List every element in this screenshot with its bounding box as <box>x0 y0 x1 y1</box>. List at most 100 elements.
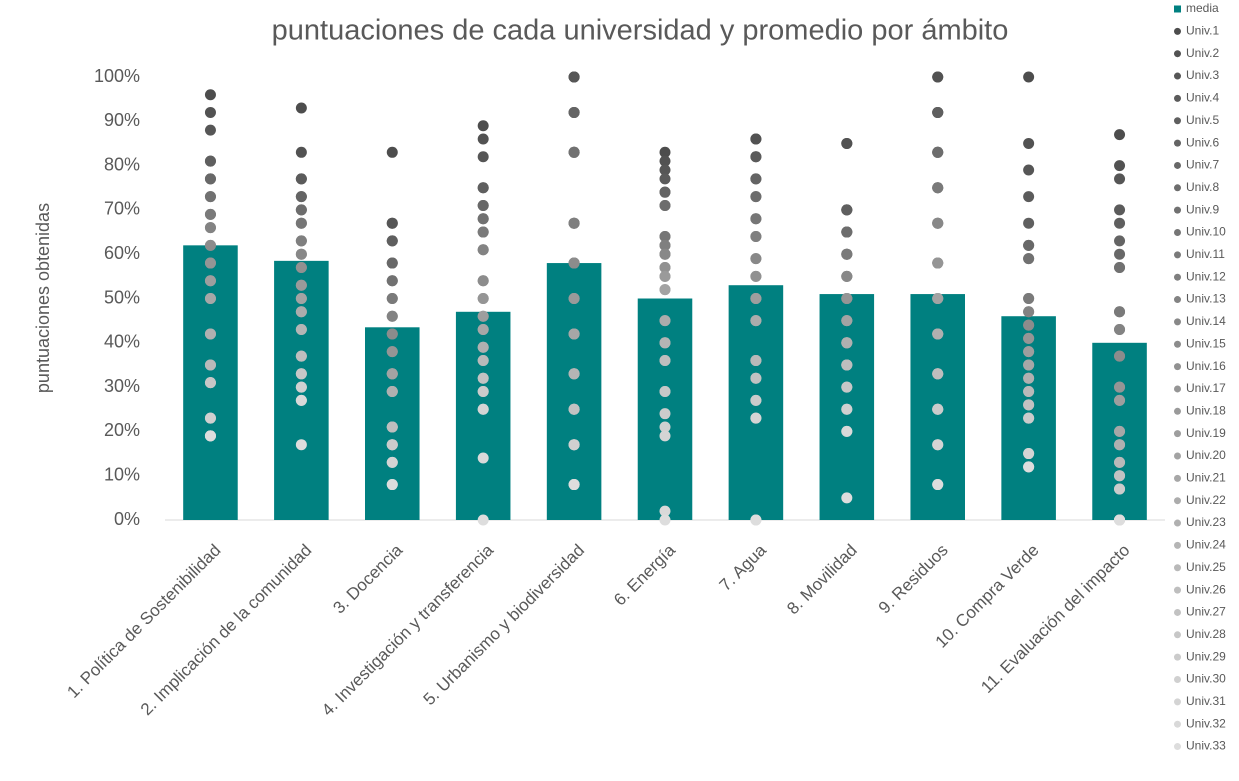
point <box>295 204 307 216</box>
point <box>477 133 489 145</box>
legend-label: media <box>1186 1 1219 15</box>
y-tick-label: 20% <box>104 420 140 440</box>
point <box>932 257 944 269</box>
point <box>204 191 216 203</box>
legend-swatch <box>1174 27 1181 35</box>
legend-swatch <box>1174 430 1181 438</box>
point <box>204 257 216 269</box>
point <box>477 213 489 225</box>
point <box>1023 293 1035 304</box>
point <box>295 439 307 451</box>
point <box>477 226 489 238</box>
point <box>1114 456 1126 468</box>
point <box>750 230 762 242</box>
y-tick-label: 100% <box>94 66 140 86</box>
legend-swatch <box>1174 631 1181 639</box>
point <box>932 439 944 451</box>
point <box>1023 399 1035 411</box>
legend-label: Univ.18 <box>1186 403 1226 417</box>
point <box>568 293 580 304</box>
point <box>1114 248 1126 260</box>
legend-swatch <box>1174 564 1181 572</box>
y-tick-label: 60% <box>104 243 140 263</box>
point <box>750 315 762 327</box>
point <box>204 89 216 101</box>
point <box>386 421 398 433</box>
point <box>750 213 762 225</box>
point <box>295 261 307 273</box>
chart-title: puntuaciones de cada universidad y prome… <box>272 15 1009 47</box>
point <box>1023 319 1035 331</box>
point <box>932 328 944 340</box>
point <box>750 293 762 304</box>
point <box>477 310 489 322</box>
x-tick-label: 1. Política de Sostenibilidad <box>63 541 224 702</box>
point <box>750 394 762 406</box>
legend-label: Univ.5 <box>1186 113 1219 127</box>
legend-swatch <box>1174 676 1181 683</box>
point <box>841 381 853 393</box>
point <box>295 146 307 158</box>
point <box>841 492 853 504</box>
legend-swatch <box>1174 743 1181 751</box>
legend-label: Univ.14 <box>1186 314 1226 328</box>
point <box>204 377 216 389</box>
point <box>659 337 671 349</box>
point <box>659 199 671 211</box>
point <box>295 324 307 336</box>
x-tick-label: 5. Urbanismo y biodiversidad <box>420 541 588 709</box>
legend-label: Univ.11 <box>1186 247 1225 261</box>
point <box>750 151 762 163</box>
point <box>750 253 762 265</box>
point <box>1023 253 1035 265</box>
point <box>841 248 853 260</box>
point <box>750 191 762 203</box>
x-tick-label: 6. Energía <box>610 540 679 609</box>
point <box>204 359 216 371</box>
point <box>386 293 398 304</box>
point <box>1114 306 1126 318</box>
point <box>1023 306 1035 318</box>
x-tick-label: 3. Docencia <box>329 540 406 617</box>
point <box>659 155 671 167</box>
point <box>1114 514 1126 526</box>
point <box>204 412 216 424</box>
legend-swatch <box>1174 407 1181 415</box>
point <box>386 310 398 322</box>
legend-label: Univ.33 <box>1186 739 1226 753</box>
legend-label: Univ.10 <box>1186 225 1226 239</box>
legend-swatch <box>1174 161 1181 169</box>
point <box>659 270 671 282</box>
legend-label: Univ.22 <box>1186 493 1226 507</box>
point <box>295 279 307 291</box>
point <box>659 315 671 327</box>
point <box>477 403 489 415</box>
point <box>841 337 853 349</box>
point <box>295 394 307 406</box>
point <box>659 505 671 517</box>
y-tick-label: 10% <box>104 464 140 484</box>
legend-label: Univ.15 <box>1186 336 1226 350</box>
point <box>477 341 489 353</box>
point <box>477 199 489 211</box>
point <box>386 328 398 340</box>
point <box>1114 470 1126 482</box>
legend-swatch <box>1174 273 1181 281</box>
point <box>477 182 489 194</box>
point <box>1023 372 1035 384</box>
point <box>932 217 944 229</box>
legend-label: Univ.30 <box>1186 672 1226 686</box>
legend-label: Univ.13 <box>1186 292 1226 306</box>
point <box>1114 425 1126 437</box>
point <box>1114 483 1126 495</box>
point <box>568 217 580 229</box>
legend-label: Univ.2 <box>1186 46 1219 60</box>
point <box>386 346 398 358</box>
legend-swatch <box>1174 653 1181 661</box>
legend-swatch <box>1174 698 1181 706</box>
point <box>568 368 580 380</box>
point <box>841 425 853 437</box>
y-tick-label: 50% <box>104 287 140 307</box>
